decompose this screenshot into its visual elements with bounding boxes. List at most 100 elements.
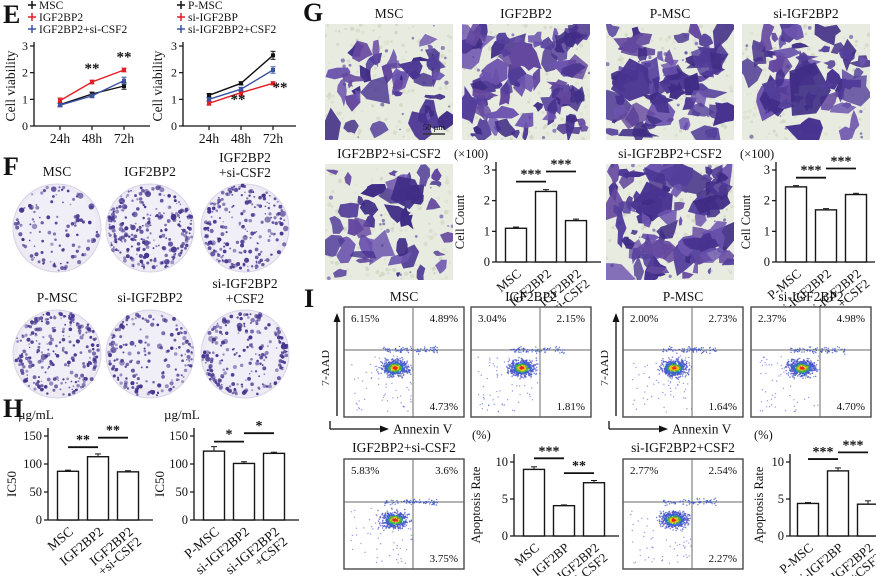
colony-dish-image (105, 309, 195, 399)
svg-text:2.00%: 2.00% (630, 313, 658, 325)
flow-plot-label: IGF2BP2+si-CSF2 (352, 440, 456, 455)
flow-y-axis: 7-AAD (322, 313, 341, 416)
flow-cytometry-plot: 6.15% 4.89% 4.73% (343, 306, 465, 423)
panel-h-chart-left: µg/mL IC50 0 50 100 150 ** ** MSC IGF2BP2 IGF2BP2+… (4, 406, 154, 576)
colony-dish-image (200, 183, 290, 273)
svg-text:1: 1 (484, 224, 490, 238)
panel-label-f: F (3, 152, 19, 181)
svg-text:150: 150 (23, 429, 42, 443)
panel-i-chart-right: (%) Apoptosis Rate 0 5 10 *** *** P-MSC si-IGF2B… (752, 426, 876, 576)
svg-text:4.89%: 4.89% (430, 313, 458, 325)
flow-x-axis: Annexin V (608, 421, 732, 437)
svg-text:**: ** (117, 49, 132, 65)
svg-text:0: 0 (182, 513, 188, 527)
flow-plot-image: 2.37% 4.98%4.70% (750, 306, 872, 418)
svg-text:1.64%: 1.64% (709, 401, 737, 413)
colony-dish (104, 308, 196, 405)
micrograph-label: MSC (374, 6, 404, 21)
svg-text:µg/mL: µg/mL (164, 407, 200, 422)
transwell-micrograph-image (593, 156, 738, 287)
svg-text:2.73%: 2.73% (709, 313, 737, 325)
micrograph-label: IGF2BP2+si-CSF2 (337, 146, 441, 161)
flow-y-axis: 7-AAD (601, 313, 620, 416)
dish-label: IGF2BP2 +si-CSF2 (219, 150, 271, 180)
colony-dish (11, 182, 103, 279)
transwell-micrograph-image (323, 164, 460, 284)
panel-i-area: MSC 6.15% 4.89% 4.73% IGF2BP2 3.04% 2.15% 1.81%… (302, 284, 876, 576)
svg-text:2.15%: 2.15% (557, 313, 585, 325)
dish-label: P-MSC (36, 290, 78, 305)
svg-text:3: 3 (171, 39, 177, 53)
svg-text:2: 2 (22, 66, 28, 80)
svg-text:si-IGF2BP2+CSF2: si-IGF2BP2+CSF2 (188, 24, 277, 36)
svg-text:3: 3 (22, 39, 28, 53)
svg-text:***: *** (831, 154, 852, 169)
svg-text:IGF2BP2+si-CSF2: IGF2BP2+si-CSF2 (39, 24, 128, 36)
svg-text:(×100): (×100) (454, 147, 488, 161)
svg-text:3: 3 (764, 163, 770, 177)
panel-i-chart-left: (%) Apoptosis Rate 0 5 10 *** ** MSC IGF2BP IGF2B… (468, 426, 620, 576)
colony-dish-image (12, 183, 102, 273)
flow-cytometry-plot: 2.77% 2.54% 2.27% (622, 458, 744, 575)
micrograph-label: P-MSC (649, 6, 691, 21)
svg-text:IGF2BP2: IGF2BP2 (39, 12, 83, 24)
svg-text:72h: 72h (114, 131, 135, 146)
svg-text:**: ** (85, 61, 100, 77)
flow-plot-image: 3.04% 2.15% 1.81% (470, 306, 592, 418)
panel-label-i: I (304, 284, 315, 313)
svg-text:si-IGF2BP: si-IGF2BP (188, 12, 238, 24)
transwell-micrograph (448, 17, 593, 145)
svg-text:3.04%: 3.04% (478, 313, 506, 325)
flow-plot-label: si-IGF2BP2+CSF2 (631, 440, 735, 455)
transwell-micrograph (741, 15, 876, 150)
svg-text:0: 0 (36, 513, 42, 527)
svg-text:(×100): (×100) (740, 147, 774, 161)
svg-text:**: ** (76, 433, 90, 448)
svg-text:IC50: IC50 (4, 471, 19, 497)
svg-text:0: 0 (22, 119, 28, 133)
svg-text:2: 2 (171, 66, 177, 80)
svg-text:150: 150 (169, 429, 188, 443)
dish-label: IGF2BP2 (124, 164, 176, 179)
bar-chart: (%)Apoptosis Rate 0510*****MSCIGF2BPIGF2B… (469, 428, 619, 576)
transwell-micrograph (594, 18, 738, 147)
transwell-micrograph: 50 µm (322, 22, 459, 145)
svg-text:MSC: MSC (39, 0, 64, 12)
dish-label: si-IGF2BP2 +CSF2 (212, 276, 278, 306)
svg-text:24h: 24h (50, 131, 71, 146)
svg-text:100: 100 (23, 457, 42, 471)
svg-text:P-MSC: P-MSC (188, 0, 223, 12)
flow-cytometry-plot: 2.00% 2.73% 1.64% (622, 306, 744, 423)
svg-text:0: 0 (171, 119, 177, 133)
flow-plot-label: IGF2BP2 (505, 289, 557, 304)
svg-text:***: *** (551, 158, 572, 173)
svg-text:***: *** (521, 168, 542, 183)
flow-plot-image: 2.00% 2.73% 1.64% (622, 306, 744, 418)
svg-text:**: ** (106, 424, 120, 439)
colony-dish (199, 308, 291, 405)
flow-plot-image: 6.15% 4.89% 4.73% (343, 306, 465, 418)
colony-dish (11, 308, 103, 405)
svg-text:50: 50 (176, 485, 189, 499)
svg-text:*: * (256, 419, 263, 434)
svg-text:***: *** (801, 164, 822, 179)
transwell-micrograph-image (594, 18, 738, 147)
svg-text:Cell viability: Cell viability (151, 50, 165, 121)
flow-plot-image: 2.77% 2.54%2.27% (622, 458, 744, 570)
flow-cytometry-plot: 2.37% 4.98% 4.70% (750, 306, 872, 423)
transwell-micrograph-image (448, 17, 593, 144)
svg-text:4.73%: 4.73% (430, 401, 458, 413)
micrograph-label: si-IGF2BP2+CSF2 (618, 146, 722, 161)
flow-plot-image: 5.83% 3.6%3.75% (343, 458, 465, 570)
svg-text:**: ** (231, 92, 246, 108)
flow-plot-label: si-IGF2BP2 (778, 289, 844, 304)
svg-text:48h: 48h (82, 131, 103, 146)
panel-h-chart-right: µg/mL IC50 0 50 100 150 * * P-MSC si-IGF2BP2 si-IG… (152, 406, 300, 576)
svg-text:48h: 48h (231, 131, 252, 146)
svg-text:*: * (226, 428, 233, 443)
svg-text:100: 100 (169, 457, 188, 471)
